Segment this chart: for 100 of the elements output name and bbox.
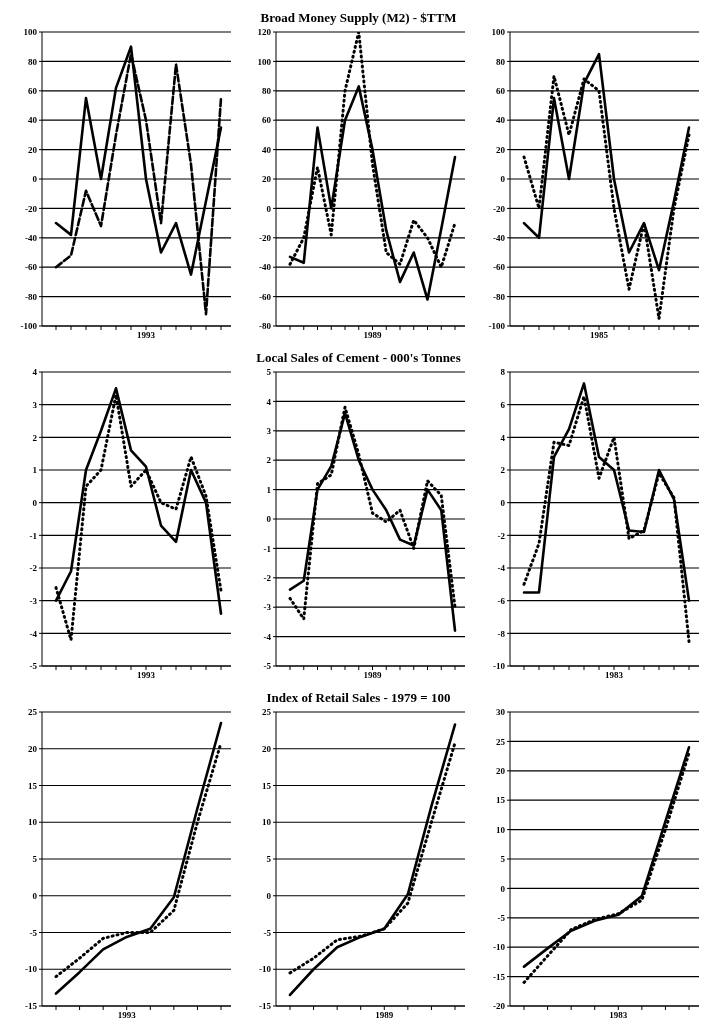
y-tick-label: -10 [493,661,506,672]
y-tick-label: 4 [500,432,506,443]
y-tick-label: 6 [500,399,506,410]
y-tick-label: 0 [500,883,506,894]
y-tick-label: 3 [32,399,38,410]
x-tick-label: 1989 [363,670,382,681]
y-tick-label: -4 [497,563,506,574]
y-tick-label: -15 [259,1001,272,1012]
y-tick-label: 5 [266,367,272,378]
y-tick-label: 25 [496,736,506,747]
y-tick-label: 0 [266,514,272,525]
chart-title: Local Sales of Cement - 000's Tonnes [256,350,461,366]
y-tick-label: -40 [259,262,272,273]
y-tick-label: 10 [496,824,506,835]
x-tick-label: 1983 [609,1010,628,1021]
y-tick-label: -60 [493,262,506,273]
y-tick-label: -5 [29,661,38,672]
y-tick-label: 60 [262,115,272,126]
y-tick-label: 5 [500,854,506,865]
y-tick-label: 100 [257,56,272,67]
y-tick-label: 0 [32,497,38,508]
y-tick-label: 60 [496,86,506,96]
y-tick-label: 2 [32,432,38,443]
y-tick-label: 1 [32,465,38,476]
y-tick-label: -10 [493,942,506,953]
y-tick-label: -5 [497,912,506,923]
y-tick-label: 25 [262,707,272,718]
y-tick-label: 80 [262,86,272,96]
y-tick-label: 40 [28,115,38,126]
y-tick-label: -80 [25,291,38,302]
y-tick-label: 30 [496,707,506,718]
chart-title: Broad Money Supply (M2) - $TTM [260,10,457,26]
x-tick-label: 1993 [137,670,156,681]
y-tick-label: -6 [497,595,506,606]
y-tick-label: -40 [25,233,38,243]
y-tick-label: 120 [257,27,272,38]
y-tick-label: 0 [266,203,272,214]
y-tick-label: 20 [262,174,272,185]
y-tick-label: -1 [29,530,38,541]
y-tick-label: 15 [28,780,38,791]
y-tick-label: -100 [488,321,506,332]
y-tick-label: -2 [29,563,38,574]
y-tick-label: -20 [259,233,272,243]
y-tick-label: -8 [497,628,506,639]
y-tick-label: 4 [266,396,272,407]
y-tick-label: -10 [259,964,272,975]
x-tick-label: 1993 [137,330,156,341]
y-tick-label: 60 [28,86,38,96]
y-tick-label: 100 [23,27,38,38]
y-tick-label: -80 [259,321,272,332]
y-tick-label: 2 [500,465,506,476]
y-tick-label: -4 [29,628,38,639]
y-tick-label: -20 [493,203,506,214]
y-tick-label: 40 [262,144,272,155]
y-tick-label: -4 [263,631,272,642]
y-tick-label: 3 [266,425,272,436]
y-tick-label: 1 [266,484,272,495]
y-tick-label: 2 [266,455,272,466]
y-tick-label: 20 [262,743,272,754]
y-tick-label: -3 [29,595,38,606]
y-tick-label: 8 [500,367,506,378]
y-tick-label: 20 [496,144,506,155]
y-tick-label: 0 [500,497,506,508]
y-tick-label: 4 [32,367,38,378]
y-tick-label: 15 [496,795,506,806]
x-tick-label: 1985 [590,330,609,341]
y-tick-label: 20 [496,765,506,776]
y-tick-label: 10 [28,817,38,828]
y-tick-label: -10 [25,964,38,975]
y-tick-label: 0 [500,174,506,185]
y-tick-label: -20 [493,1001,506,1012]
y-tick-label: -2 [497,530,506,541]
y-tick-label: -20 [25,203,38,214]
y-tick-label: -5 [263,927,272,938]
y-tick-label: 80 [28,56,38,67]
x-tick-label: 1993 [117,1010,137,1021]
y-tick-label: -5 [29,927,38,938]
y-tick-label: 10 [262,817,272,828]
y-tick-label: -2 [263,572,272,583]
y-tick-label: 80 [496,56,506,67]
y-tick-label: -5 [263,661,272,672]
x-tick-label: 1989 [363,330,382,341]
y-tick-label: 100 [491,27,506,38]
y-tick-label: 40 [496,115,506,126]
x-tick-label: 1983 [605,670,624,681]
y-tick-label: -1 [263,543,272,554]
y-tick-label: 0 [266,890,272,901]
y-tick-label: -15 [493,971,506,982]
y-tick-label: 20 [28,144,38,155]
y-tick-label: 25 [28,707,38,718]
y-tick-label: 0 [32,890,38,901]
y-tick-label: -40 [493,233,506,243]
y-tick-label: -60 [259,291,272,302]
y-tick-label: -60 [25,262,38,273]
y-tick-label: -3 [263,602,272,613]
x-tick-label: 1989 [375,1010,394,1021]
y-tick-label: 5 [32,854,38,865]
y-tick-label: 20 [28,743,38,754]
y-tick-label: 5 [266,854,272,865]
chart-title: Index of Retail Sales - 1979 = 100 [266,690,451,706]
